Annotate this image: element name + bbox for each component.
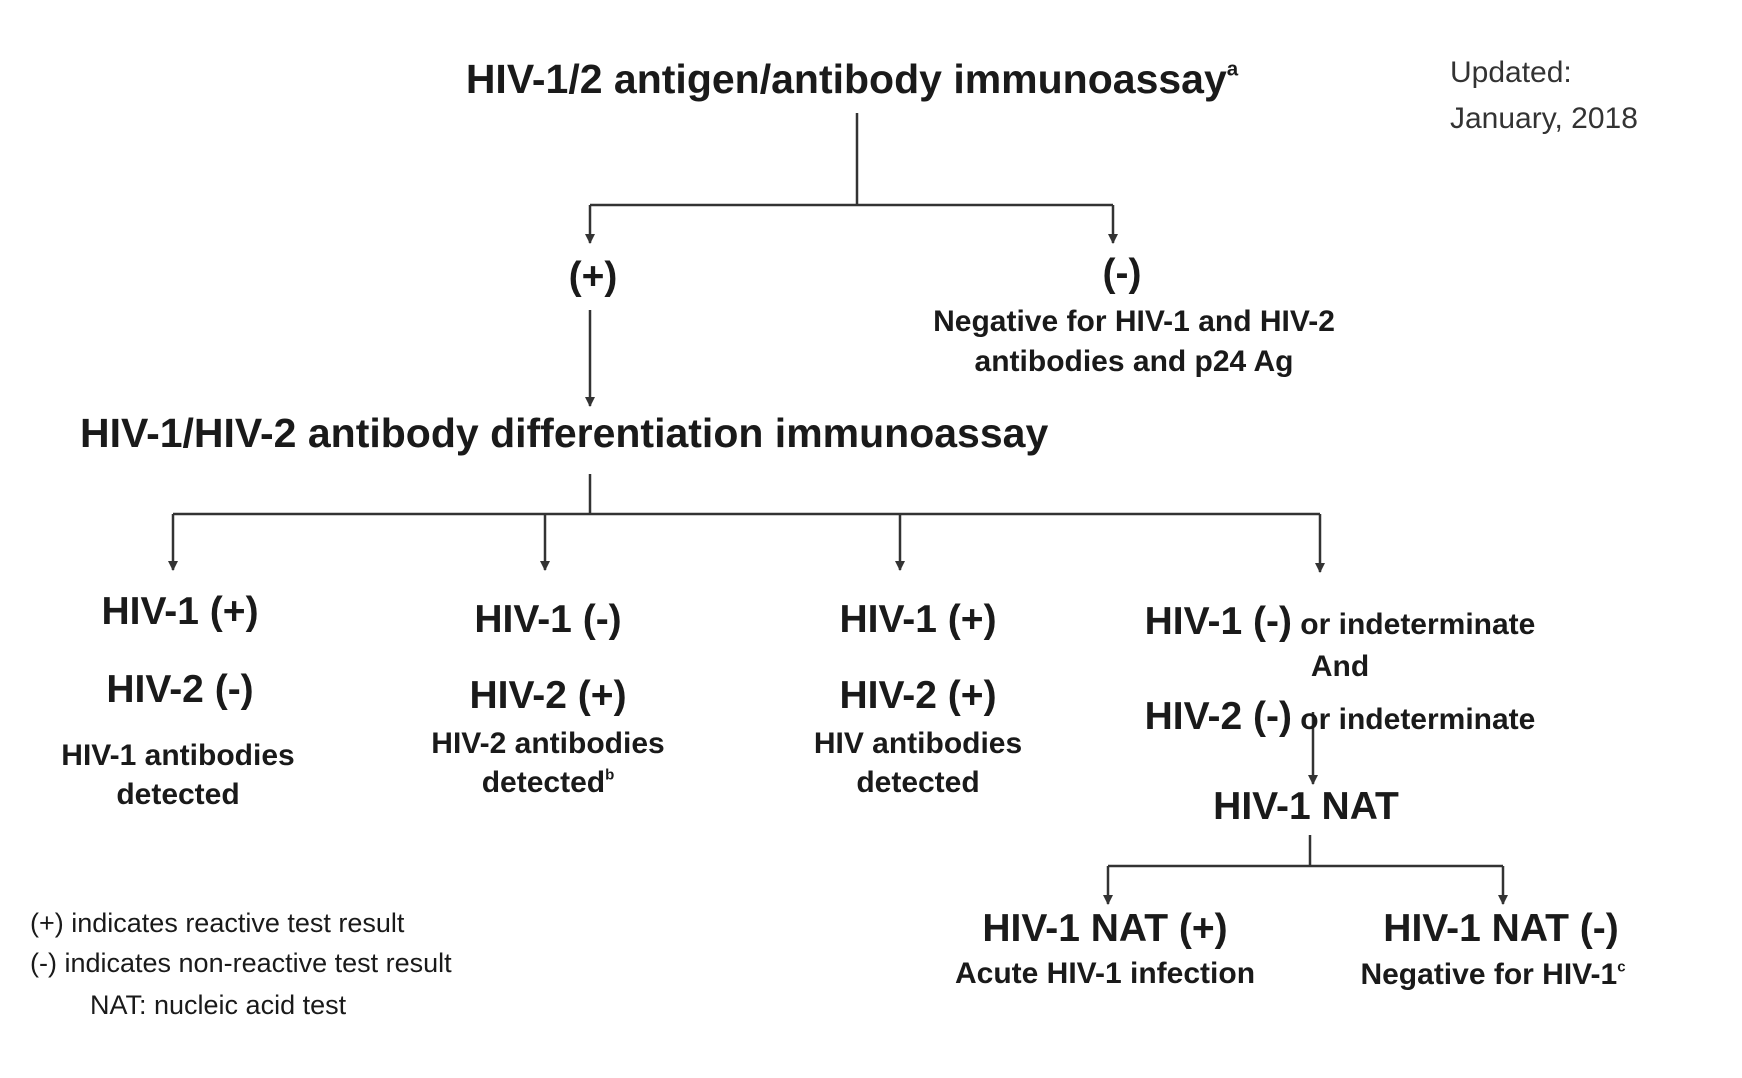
outcome-3-hiv1: HIV-1 (+): [839, 598, 997, 641]
indeterminate-hiv2-suffix: or indeterminate: [1291, 703, 1536, 736]
indeterminate-hiv2-line: HIV-2 (-) or indeterminate: [1145, 695, 1536, 740]
outcome-2-hiv2: HIV-2 (+): [469, 674, 627, 717]
legend-non-reactive: (-) indicates non-reactive test result: [30, 948, 452, 978]
outcome-3-hiv2: HIV-2 (+): [839, 674, 997, 717]
step1-negative-label: (-): [1102, 252, 1142, 295]
outcome-1-desc-line1: HIV-1 antibodies: [61, 739, 295, 772]
updated-date: January, 2018: [1450, 102, 1638, 135]
updated-label: Updated:: [1450, 56, 1572, 89]
outcome-2-desc-line2: detectedb: [481, 766, 615, 799]
indeterminate-hiv2: HIV-2 (-): [1144, 695, 1292, 738]
footnote-b: b: [605, 766, 615, 784]
outcome-3-desc-line1: HIV antibodies: [813, 727, 1023, 760]
legend-nat: NAT: nucleic acid test: [90, 990, 347, 1020]
nat-negative-label: HIV-1 NAT (-): [1383, 907, 1619, 950]
step1-negative-desc-line2: antibodies and p24 Ag: [974, 345, 1294, 378]
nat-title: HIV-1 NAT: [1213, 785, 1399, 828]
indeterminate-hiv1: HIV-1 (-): [1144, 600, 1292, 643]
step1-title: HIV-1/2 antigen/antibody immunoassaya: [465, 56, 1239, 102]
outcome-1-hiv2: HIV-2 (-): [106, 668, 254, 711]
indeterminate-and: And: [1310, 650, 1370, 683]
legend-reactive: (+) indicates reactive test result: [30, 908, 405, 938]
indeterminate-hiv1-suffix: or indeterminate: [1291, 608, 1536, 641]
step1-negative-desc-line1: Negative for HIV-1 and HIV-2: [933, 305, 1335, 338]
nat-negative-desc: Negative for HIV-1c: [1360, 958, 1626, 991]
step1-positive-label: (+): [568, 255, 618, 298]
outcome-2-hiv1: HIV-1 (-): [474, 598, 622, 641]
footnote-c: c: [1617, 958, 1626, 976]
nat-positive-label: HIV-1 NAT (+): [982, 907, 1228, 950]
footnote-a: a: [1226, 57, 1239, 81]
outcome-1-desc-line2: detected: [116, 778, 240, 811]
outcome-3-desc-line2: detected: [856, 766, 980, 799]
step2-title: HIV-1/HIV-2 antibody differentiation imm…: [80, 410, 1049, 456]
nat-positive-desc: Acute HIV-1 infection: [954, 957, 1256, 990]
outcome-2-desc-line1: HIV-2 antibodies: [431, 727, 665, 760]
indeterminate-hiv1-line: HIV-1 (-) or indeterminate: [1145, 600, 1536, 645]
outcome-1-hiv1: HIV-1 (+): [101, 590, 259, 633]
